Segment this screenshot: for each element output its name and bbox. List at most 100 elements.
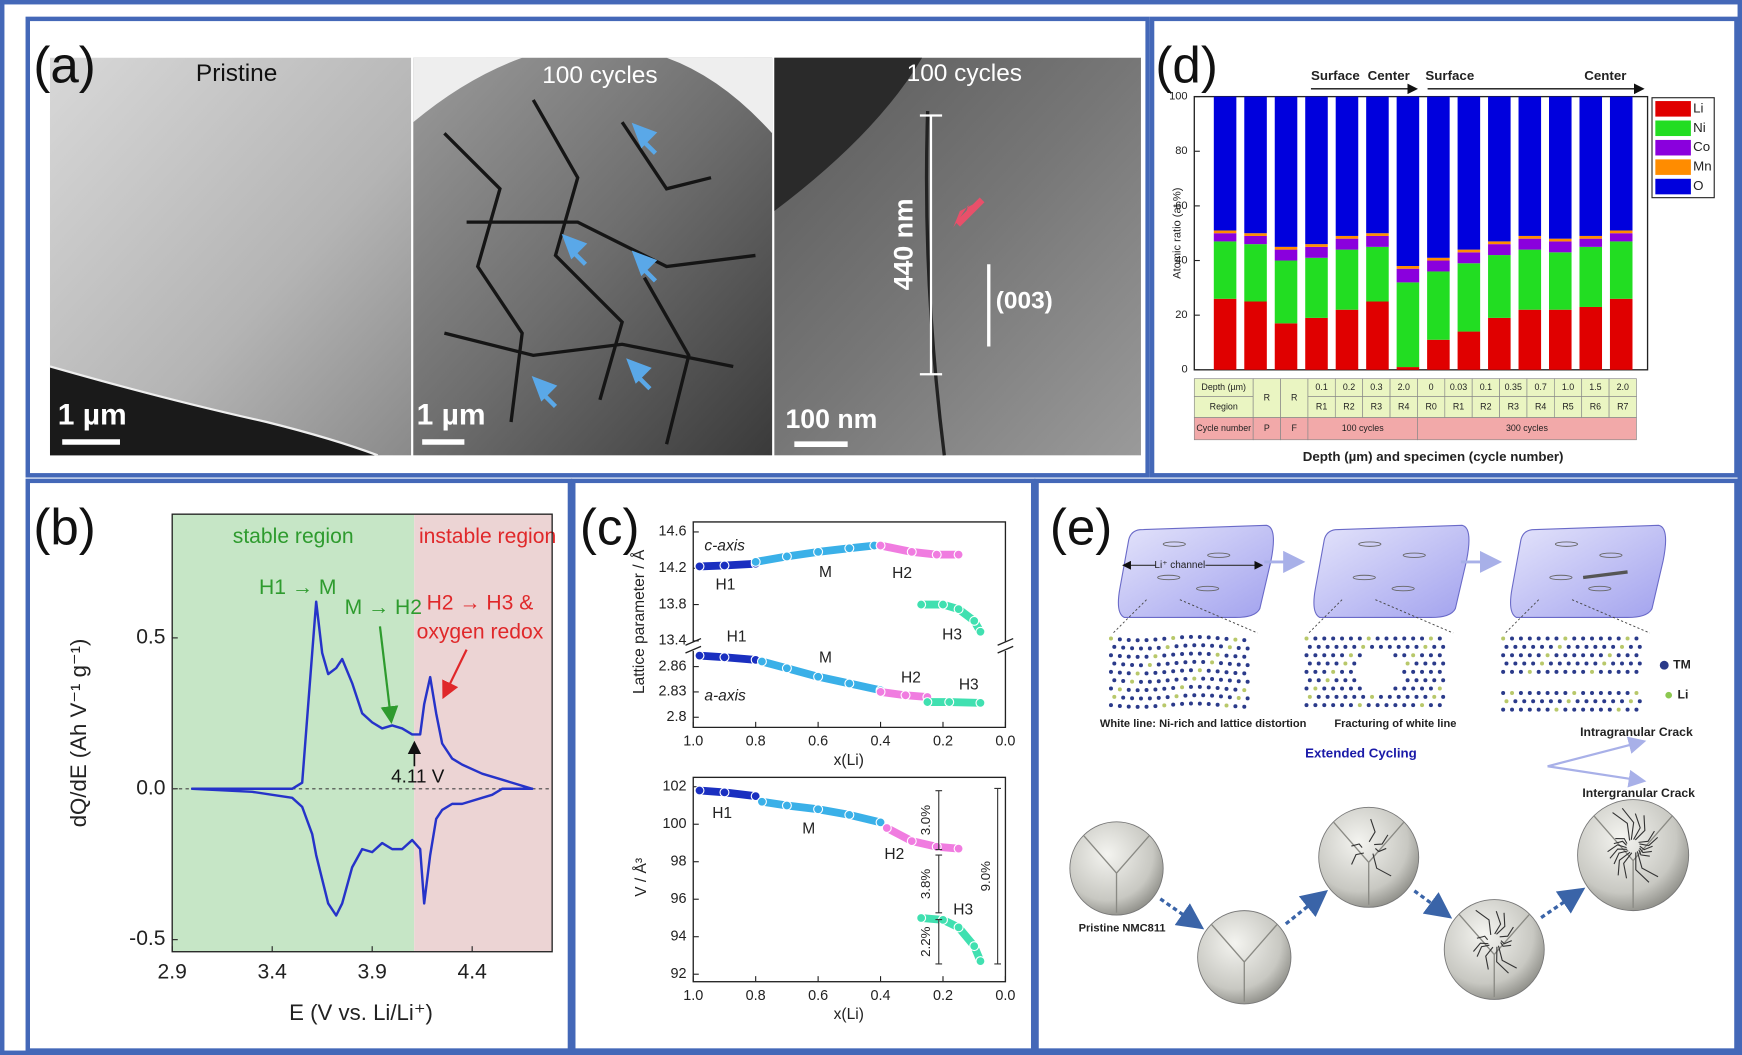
atom — [1522, 661, 1527, 666]
table-cell — [1417, 417, 1637, 441]
atom — [1575, 699, 1580, 704]
atom — [1545, 690, 1550, 695]
atom — [1557, 661, 1562, 666]
bar-segment — [1305, 244, 1328, 247]
atom — [1527, 653, 1532, 658]
atom — [1423, 661, 1428, 666]
legend-label: O — [1693, 178, 1703, 193]
atom — [1402, 686, 1407, 691]
atom — [1518, 636, 1523, 641]
atom — [1304, 686, 1309, 691]
cycling-fork — [1547, 765, 1647, 788]
micrograph — [413, 57, 773, 456]
atom — [1135, 671, 1140, 676]
crack — [1500, 942, 1512, 947]
annotation: Center — [1584, 68, 1626, 83]
atom — [1513, 644, 1518, 649]
atom — [1420, 669, 1425, 674]
crack — [1617, 851, 1631, 876]
crack — [1496, 946, 1509, 974]
data-point — [875, 817, 886, 828]
data-point — [922, 697, 933, 708]
phase-label: H3 — [942, 626, 962, 643]
atom — [1611, 644, 1616, 649]
atom — [1396, 694, 1401, 699]
atom — [1414, 694, 1419, 699]
atom — [1153, 670, 1158, 675]
plot-frame — [1193, 95, 1649, 371]
x-tick-label: 1.0 — [683, 734, 703, 750]
bracket — [935, 790, 943, 851]
atom — [1316, 678, 1321, 683]
data-point — [916, 599, 927, 610]
table-cell-text: 0 — [1429, 382, 1434, 392]
atom — [1130, 662, 1135, 667]
bar-segment — [1427, 260, 1450, 272]
atom — [1411, 653, 1416, 658]
atom — [1153, 704, 1158, 709]
atom — [1510, 636, 1515, 641]
panel-frame — [1034, 478, 1739, 1053]
x-tick-label: 0.6 — [808, 988, 828, 1004]
atom — [1352, 694, 1357, 699]
annotation-arrow — [442, 649, 468, 700]
atom — [1540, 644, 1545, 649]
y-tick-label: 13.4 — [658, 633, 686, 649]
crack — [1476, 935, 1489, 941]
data-line — [882, 824, 963, 853]
atom — [1210, 693, 1215, 698]
atom — [1352, 644, 1357, 649]
y-tick-label: 0 — [1181, 364, 1187, 376]
atom — [1581, 690, 1586, 695]
crack — [1476, 944, 1490, 957]
bar-segment — [1396, 265, 1420, 269]
atom — [1322, 636, 1327, 641]
annotation: M → H2 — [345, 596, 422, 619]
atom — [1171, 635, 1176, 640]
table-cell-text: 0.35 — [1505, 382, 1522, 392]
atom — [1313, 669, 1318, 674]
atom — [1340, 686, 1345, 691]
stage-label: Fracturing of white line — [1334, 718, 1456, 730]
atom — [1598, 636, 1603, 641]
atom — [1304, 703, 1309, 708]
grain-plate — [1510, 524, 1667, 619]
y-tick-label: 20 — [1175, 309, 1187, 321]
atom — [1581, 636, 1586, 641]
bar-segment — [1488, 241, 1511, 245]
atom — [1188, 634, 1193, 639]
y-tick-label: 2.86 — [658, 658, 686, 674]
scale-bar-label: 100 nm — [785, 404, 877, 434]
legend-label: Li — [1678, 687, 1689, 701]
atom — [1637, 661, 1642, 666]
atom — [1634, 669, 1639, 674]
atom — [1307, 694, 1312, 699]
atom — [1611, 699, 1616, 704]
atom — [1348, 686, 1353, 691]
atom — [1545, 636, 1550, 641]
atom — [1536, 669, 1541, 674]
bar-segment — [1488, 244, 1511, 256]
table-cell-text: R1 — [1453, 401, 1464, 411]
crack — [1615, 837, 1628, 844]
atom — [1357, 636, 1362, 641]
atom — [1432, 661, 1437, 666]
atom — [1361, 644, 1366, 649]
crack — [1635, 852, 1650, 883]
y-axis-label: V / Å³ — [633, 858, 650, 897]
micrograph-edge — [49, 365, 379, 457]
li-channel — [1162, 541, 1186, 547]
atom — [1227, 645, 1232, 650]
atom — [1343, 644, 1348, 649]
data-point — [694, 650, 705, 661]
data-line — [190, 787, 534, 917]
atom — [1188, 701, 1193, 706]
grain-plate — [1313, 524, 1470, 619]
atom — [1201, 693, 1206, 698]
bar-segment — [1396, 367, 1420, 370]
atom — [1581, 669, 1586, 674]
li-channel — [1358, 541, 1382, 547]
legend-label: Co — [1693, 139, 1710, 154]
bar-segment — [1488, 96, 1511, 242]
